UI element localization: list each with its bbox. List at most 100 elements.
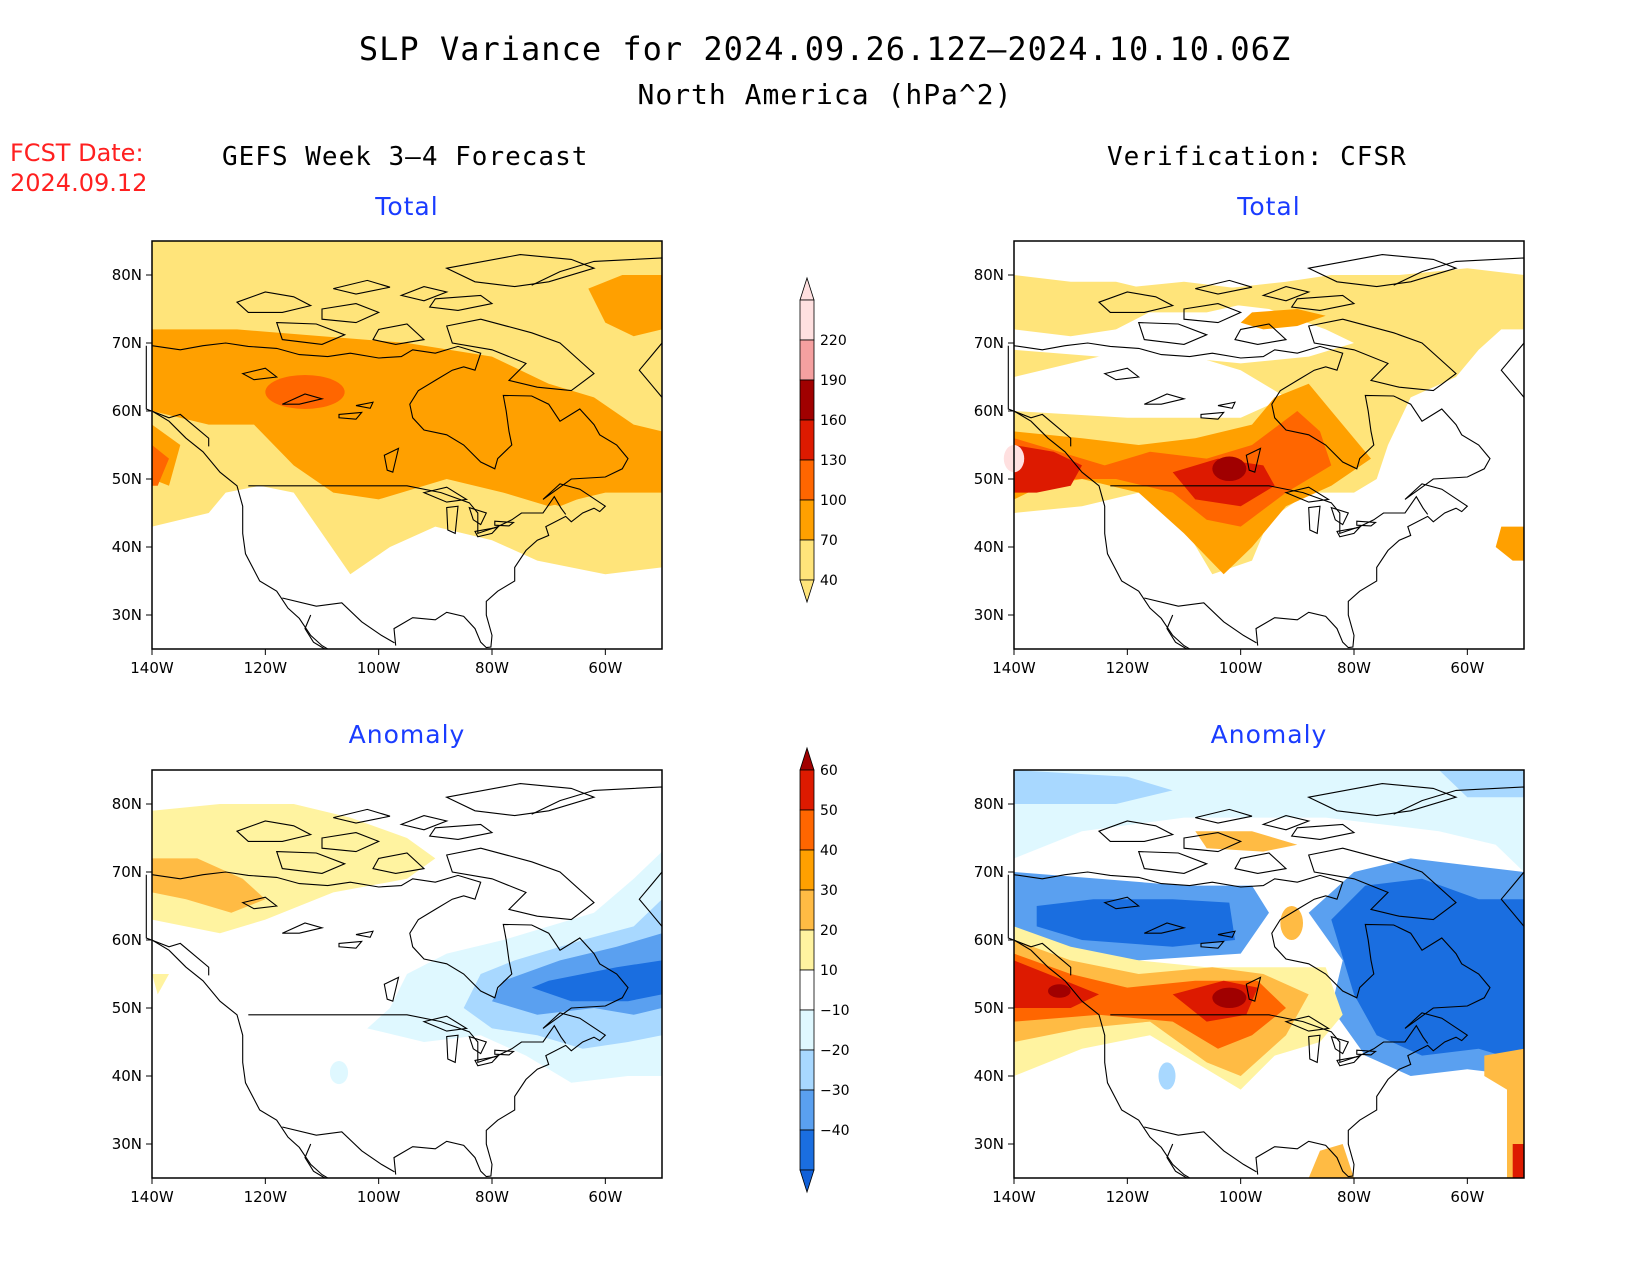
field-neg40	[1036, 899, 1235, 947]
lat-tick-label: 60N	[112, 931, 142, 949]
lake-outline	[1245, 976, 1262, 1002]
lat-tick-label: 50N	[974, 999, 1004, 1017]
lake-outline	[338, 940, 363, 949]
lat-tick-label: 30N	[974, 606, 1004, 624]
lake-outline	[241, 896, 279, 910]
coastline-layer	[1007, 783, 1525, 1179]
colorbar-segment	[799, 969, 815, 1011]
lat-tick-label: 80N	[974, 795, 1004, 813]
island-outline	[1195, 279, 1253, 295]
field-10	[152, 974, 169, 995]
lon-tick-label: 60W	[1450, 1188, 1484, 1206]
coastline-baja	[1166, 614, 1188, 650]
island-outline	[321, 832, 381, 853]
lake-outline	[446, 505, 459, 535]
coastline-east	[1013, 871, 1491, 1178]
contour-fill-layer	[1014, 770, 1524, 1178]
colorbar-segment	[799, 1049, 815, 1091]
colorbar-label: 40	[820, 843, 838, 859]
lon-tick-label: 100W	[357, 1188, 401, 1206]
panel-title-verification-total: Total	[1237, 192, 1301, 221]
colorbar-label: 30	[820, 883, 838, 899]
island-outline	[428, 294, 494, 311]
island-outline	[321, 303, 381, 324]
lon-tick-label: 120W	[244, 1188, 288, 1206]
colorbar-label: 50	[820, 803, 838, 819]
lon-tick-label: 80W	[475, 1188, 509, 1206]
lake-outline	[1217, 401, 1236, 409]
lat-tick-label: 60N	[974, 402, 1004, 420]
coastline-layer	[145, 254, 663, 650]
lon-tick-label: 140W	[992, 1188, 1036, 1206]
forecast-date-label: FCST Date:	[10, 139, 144, 167]
lat-tick-label: 70N	[974, 334, 1004, 352]
coastline-west	[151, 939, 328, 1179]
lat-tick-label: 60N	[112, 402, 142, 420]
lat-tick-label: 40N	[974, 1067, 1004, 1085]
map-forecast-anomaly: 80N 70N 60N 50N 40N 30N 140W 120W 100W 80W 60W	[112, 769, 663, 1206]
coastline-baja	[304, 1143, 326, 1179]
island-outline	[1290, 294, 1356, 311]
colorbar-label: 40	[820, 573, 838, 589]
lake-outline	[282, 922, 325, 934]
colorbar-total: 220 190 160 130 100 70 40	[799, 276, 847, 604]
lake-outline	[338, 411, 363, 420]
political-border	[145, 345, 210, 447]
colorbar-label: 60	[820, 763, 838, 779]
field-160	[1212, 456, 1247, 482]
panel-title-forecast-total: Total	[375, 192, 439, 221]
map-verification-anomaly: 80N 70N 60N 50N 40N 30N 140W 120W 100W 80W 60W	[974, 769, 1525, 1206]
map-frame	[151, 769, 663, 1179]
lake-outline	[1103, 896, 1141, 910]
lake-outline	[1103, 367, 1141, 381]
colorbar-label: −40	[820, 1123, 850, 1139]
coastline-west	[1013, 939, 1190, 1179]
lat-tick-label: 70N	[974, 863, 1004, 881]
lat-tick-label: 50N	[974, 470, 1004, 488]
island-outline	[235, 820, 313, 842]
lake-outline	[1200, 940, 1225, 949]
colorbar-segment	[799, 1129, 815, 1171]
map-frame	[1013, 769, 1525, 1179]
island-outline	[1234, 852, 1288, 874]
lake-outline	[1144, 922, 1187, 934]
lat-tick-label: 40N	[974, 538, 1004, 556]
lake-outline	[355, 930, 374, 938]
colorbar-label: 130	[820, 453, 847, 469]
island-outline	[275, 322, 347, 345]
coastline-west	[1013, 410, 1190, 650]
island-outline	[445, 318, 595, 392]
lake-outline	[355, 401, 374, 409]
colorbar-segment	[799, 379, 815, 421]
lake-outline	[1144, 393, 1187, 405]
island-outline	[399, 286, 449, 302]
colorbar-label: 220	[820, 333, 847, 349]
map-frame	[1013, 240, 1525, 650]
field-40	[1014, 953, 1286, 1049]
coastline-baja	[304, 614, 326, 650]
field-60	[1048, 984, 1071, 998]
lat-tick-label: 70N	[112, 334, 142, 352]
colorbar-label: −20	[820, 1043, 850, 1059]
island-outline	[1234, 323, 1288, 345]
colorbar-segment	[799, 889, 815, 931]
lat-tick-label: 30N	[112, 606, 142, 624]
political-border	[1144, 597, 1257, 644]
lon-tick-label: 120W	[244, 659, 288, 677]
island-outline	[1183, 832, 1243, 853]
island-outline	[1306, 783, 1458, 817]
colorbar-label: 10	[820, 963, 838, 979]
lake-outline	[468, 506, 488, 526]
lon-tick-label: 120W	[1106, 659, 1150, 677]
forecast-date-value: 2024.09.12	[10, 169, 148, 197]
lon-tick-label: 140W	[130, 1188, 174, 1206]
island-outline	[372, 852, 426, 874]
lat-tick-label: 80N	[974, 266, 1004, 284]
field-neg10	[329, 1061, 349, 1085]
colorbar-label: −30	[820, 1083, 850, 1099]
panel-title-forecast-anomaly: Anomaly	[348, 720, 466, 749]
island-outline	[1307, 318, 1457, 392]
coastline-east	[151, 342, 629, 649]
contour-fill-layer	[1003, 268, 1524, 575]
colorbar-label: −10	[820, 1003, 850, 1019]
